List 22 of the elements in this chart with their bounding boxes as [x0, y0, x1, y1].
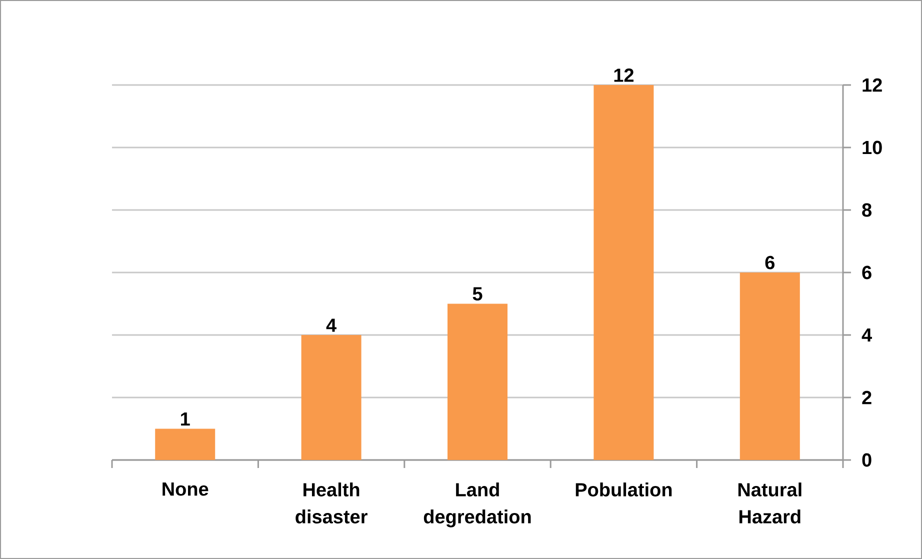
data-label: 4 — [326, 318, 336, 332]
data-label: 6 — [765, 256, 774, 270]
bar — [740, 272, 800, 460]
y-tick-label: 10 — [862, 140, 882, 154]
x-tick-label: None — [162, 482, 208, 496]
data-label: 1 — [181, 412, 190, 426]
data-label: 5 — [472, 287, 482, 301]
y-tick-label: 8 — [862, 203, 872, 217]
bar — [594, 84, 654, 460]
x-tick-label: Land degredation — [424, 482, 531, 528]
y-tick-label: 12 — [862, 78, 882, 92]
y-tick-label: 6 — [862, 266, 872, 280]
y-tick-label: 2 — [862, 390, 872, 404]
data-label: 12 — [614, 68, 634, 82]
x-tick-label: Natural Hazard — [738, 482, 802, 524]
y-tick-label: 0 — [862, 453, 872, 467]
y-tick-label: 4 — [862, 328, 872, 342]
x-tick-label: Pobulation — [576, 482, 672, 496]
bar — [448, 304, 508, 460]
bar — [155, 428, 216, 460]
bar — [301, 334, 362, 460]
x-tick-label: Health disaster — [296, 482, 368, 524]
